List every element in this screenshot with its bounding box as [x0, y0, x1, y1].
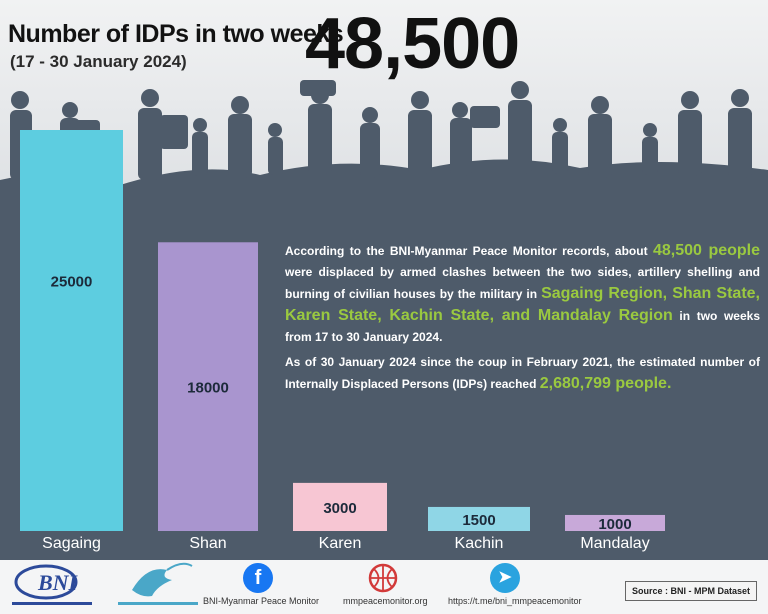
- total-idps: 48,500: [305, 4, 520, 84]
- bar-shan: [158, 242, 258, 531]
- value-label-sagaing: 25000: [51, 274, 93, 291]
- facebook-link[interactable]: BNI-Myanmar Peace Monitor: [203, 596, 320, 606]
- value-label-mandalay: 1000: [598, 516, 631, 533]
- telegram-icon[interactable]: ➤: [490, 563, 520, 593]
- bar-mandalay: [565, 514, 665, 531]
- value-label-shan: 18000: [187, 380, 229, 397]
- bar-kachin: [428, 506, 530, 531]
- bar-sagaing: [20, 130, 123, 531]
- svg-text:BNI: BNI: [37, 570, 79, 595]
- telegram-link[interactable]: https://t.me/bni_mmpeacemonitor: [448, 596, 582, 606]
- basketball-icon[interactable]: [368, 563, 398, 593]
- summary-text-b: were displaced by armed clashes between …: [285, 265, 760, 301]
- source-label: Source : BNI - MPM Dataset: [625, 581, 757, 601]
- category-label-kachin: Kachin: [455, 535, 504, 552]
- summary-paragraph: According to the BNI-Myanmar Peace Monit…: [285, 240, 760, 348]
- bni-logo-icon: BNI: [12, 564, 92, 605]
- category-label-shan: Shan: [189, 535, 226, 552]
- facebook-icon[interactable]: f: [243, 563, 273, 593]
- category-label-sagaing: Sagaing: [42, 535, 101, 552]
- bar-karen: [293, 482, 387, 531]
- summary-text-c: in two weeks from 17 to 30 January 2024.: [285, 309, 761, 344]
- value-label-karen: 3000: [323, 500, 356, 517]
- cumulative-paragraph: As of 30 January 2024 since the coup in …: [285, 352, 760, 395]
- chart-title: Number of IDPs in two weeks: [8, 20, 344, 48]
- summary-highlight-people: 48,500 people: [652, 242, 761, 259]
- category-label-karen: Karen: [319, 535, 362, 552]
- dove-logo-icon: [118, 562, 198, 605]
- website-link[interactable]: mmpeacemonitor.org: [343, 596, 428, 606]
- summary-highlight-regions: Sagaing Region, Shan State, Karen State,…: [285, 285, 760, 324]
- cumulative-text: As of 30 January 2024 since the coup in …: [285, 355, 760, 391]
- value-label-kachin: 1500: [462, 512, 495, 529]
- category-label-mandalay: Mandalay: [580, 535, 649, 552]
- summary-text-a: According to the BNI-Myanmar Peace Monit…: [285, 244, 653, 258]
- cumulative-highlight: 2,680,799 people.: [539, 375, 672, 392]
- chart-subtitle: (17 - 30 January 2024): [10, 52, 187, 71]
